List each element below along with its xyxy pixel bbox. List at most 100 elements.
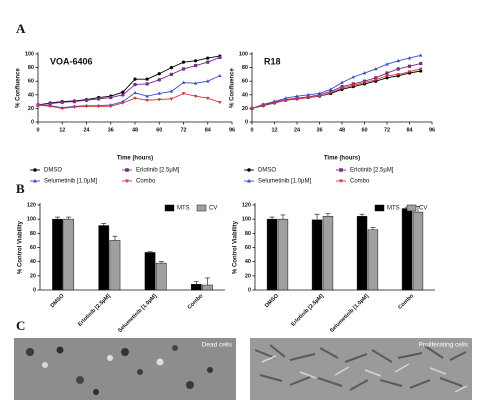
marker xyxy=(362,79,367,83)
x-tick-label: 36 xyxy=(108,127,114,133)
x-tick-label: DMSO xyxy=(264,293,280,309)
x-tick-label: 60 xyxy=(156,127,162,133)
y-tick-label: 40 xyxy=(242,92,248,98)
marker xyxy=(108,105,113,109)
marker xyxy=(121,101,125,105)
marker xyxy=(407,70,412,74)
bar xyxy=(266,218,278,291)
marker xyxy=(133,77,137,81)
marker xyxy=(272,101,277,105)
x-tick-label: 96 xyxy=(229,127,235,133)
marker xyxy=(48,102,52,106)
x-tick-label: 24 xyxy=(294,127,301,133)
y-tick-label: 60 xyxy=(28,79,34,85)
bar xyxy=(144,252,156,291)
bar xyxy=(367,229,379,291)
marker xyxy=(419,61,423,66)
marker xyxy=(351,75,356,79)
x-tick-label: Selumetinib [1.0µM] xyxy=(329,293,370,334)
y-tick-label: 80 xyxy=(30,231,36,237)
y-tick-label: 100 xyxy=(25,51,34,57)
y-axis-label: % Control Viability xyxy=(18,220,24,274)
bar xyxy=(356,216,368,291)
x-axis-label: Time (hours) xyxy=(324,156,360,162)
x-tick-label: 0 xyxy=(250,127,253,133)
x-tick-label: 24 xyxy=(83,127,90,133)
x-tick-label: 12 xyxy=(271,127,277,133)
bar xyxy=(401,208,413,291)
marker xyxy=(181,80,186,84)
bar xyxy=(98,225,110,291)
x-tick-label: DMSO xyxy=(50,293,66,309)
marker xyxy=(194,63,198,68)
y-tick-label: 0 xyxy=(31,119,34,125)
marker xyxy=(317,94,322,99)
marker xyxy=(84,98,89,102)
y-tick-label: 100 xyxy=(239,51,248,57)
y-tick-label: 20 xyxy=(245,273,251,279)
image-label: Proliferating cells xyxy=(419,342,469,349)
error-bar xyxy=(158,261,164,264)
marker xyxy=(247,178,251,183)
y-tick-label: 80 xyxy=(28,65,34,71)
marker xyxy=(121,93,125,97)
marker xyxy=(373,78,378,82)
marker xyxy=(385,71,389,75)
series-line xyxy=(37,56,221,106)
bar xyxy=(412,211,424,291)
marker xyxy=(306,92,311,97)
y-tick-label: 40 xyxy=(30,259,36,265)
marker xyxy=(339,168,343,172)
error-bar xyxy=(204,277,210,286)
marker xyxy=(33,178,37,183)
marker xyxy=(206,56,210,60)
legend-label: Selumetinib [1.0µM] xyxy=(258,179,311,185)
marker xyxy=(373,67,378,71)
series-line xyxy=(251,68,421,109)
marker xyxy=(109,95,113,100)
marker xyxy=(385,74,389,78)
marker xyxy=(145,98,149,103)
x-tick-label: 12 xyxy=(59,127,65,133)
marker xyxy=(407,64,412,68)
marker xyxy=(295,94,299,98)
micrograph xyxy=(14,338,236,400)
panel-label: C xyxy=(16,318,25,333)
y-tick-label: 80 xyxy=(245,231,251,237)
marker xyxy=(72,100,76,104)
y-tick-label: 0 xyxy=(248,287,251,293)
error-bar xyxy=(147,251,153,253)
marker xyxy=(157,72,161,76)
marker xyxy=(283,96,288,100)
marker xyxy=(339,179,343,184)
marker xyxy=(418,67,423,71)
bar xyxy=(52,218,63,291)
marker xyxy=(169,89,174,93)
chart-title: VOA-6406 xyxy=(50,56,93,66)
marker xyxy=(351,84,356,88)
marker xyxy=(97,97,101,101)
marker xyxy=(145,77,149,81)
marker xyxy=(218,55,222,59)
panel-label: A xyxy=(16,21,26,36)
x-tick-label: Selumetinib [1.0µM] xyxy=(117,293,158,334)
marker xyxy=(60,100,64,104)
marker xyxy=(218,73,222,78)
marker xyxy=(133,83,137,87)
y-axis-label: % Confluence xyxy=(16,68,22,108)
marker xyxy=(328,87,333,91)
x-axis-label: Time (hours) xyxy=(117,156,153,162)
marker xyxy=(181,67,186,71)
marker xyxy=(218,101,222,105)
marker xyxy=(169,66,173,70)
legend-label: Selumetinib [1.0µM] xyxy=(44,179,97,185)
x-tick-label: 60 xyxy=(361,127,367,133)
y-tick-label: 120 xyxy=(27,202,36,208)
legend-swatch xyxy=(196,204,207,212)
marker xyxy=(351,82,355,86)
marker xyxy=(121,90,125,94)
series-line xyxy=(251,63,421,109)
legend-label: MTS xyxy=(387,206,400,212)
marker xyxy=(193,81,198,85)
marker xyxy=(157,78,161,82)
